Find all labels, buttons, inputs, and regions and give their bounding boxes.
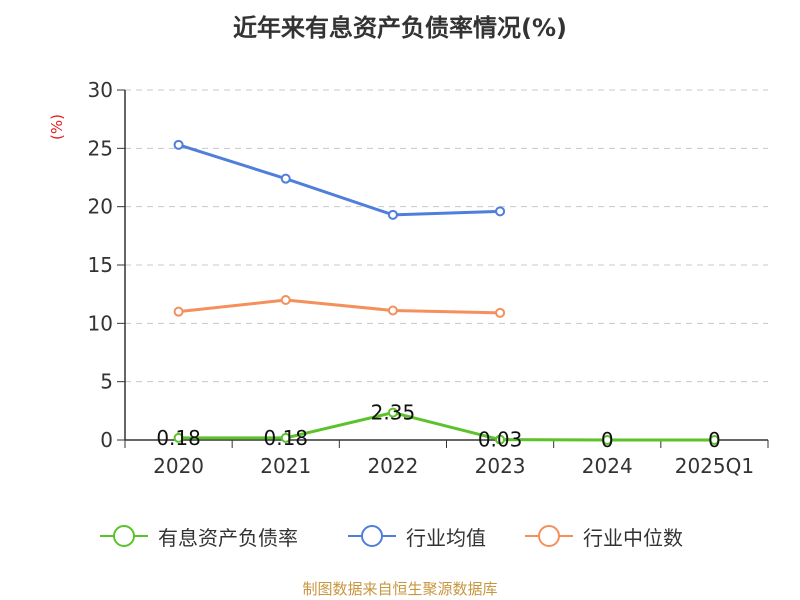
data-point <box>387 305 398 316</box>
x-tick-label: 2025Q1 <box>675 454 754 478</box>
data-point <box>709 435 720 445</box>
series-line-1 <box>178 143 501 217</box>
x-tick-label: 2020 <box>153 454 204 478</box>
data-point <box>495 206 506 217</box>
data-point <box>280 295 291 305</box>
data-point <box>387 407 398 418</box>
data-point <box>387 209 398 220</box>
data-label: 0.03 <box>478 428 523 452</box>
data-point <box>495 434 506 445</box>
y-tick-label: 25 <box>88 136 113 160</box>
data-point <box>173 306 184 317</box>
data-label: 0.18 <box>156 426 201 450</box>
data-label: 0.18 <box>263 426 308 450</box>
y-tick-label: 20 <box>88 195 113 219</box>
legend-label: 行业均值 <box>406 525 486 550</box>
series-line-0 <box>178 411 715 442</box>
series-line-2 <box>178 298 501 315</box>
y-tick-label: 0 <box>100 428 113 452</box>
data-label: 0 <box>601 428 614 452</box>
legend-marker-icon <box>348 525 396 547</box>
legend-item[interactable]: 行业中位数 <box>523 520 683 552</box>
x-tick-label: 2024 <box>582 454 633 478</box>
data-label: 0 <box>708 428 721 452</box>
legend-label: 有息资产负债率 <box>158 525 298 550</box>
y-tick-label: 15 <box>88 253 113 277</box>
x-tick-label: 2022 <box>367 454 418 478</box>
legend-item[interactable]: 有息资产负债率 <box>98 520 298 552</box>
x-tick-label: 2023 <box>475 454 526 478</box>
y-tick-label: 5 <box>100 370 113 394</box>
y-tick-label: 30 <box>88 78 113 102</box>
legend-item[interactable]: 行业均值 <box>346 520 486 552</box>
data-label: 2.35 <box>371 401 416 425</box>
data-point <box>280 173 291 184</box>
chart-legend: 有息资产负债率 行业均值 行业中位数 <box>0 520 800 552</box>
data-point <box>173 432 184 443</box>
legend-marker-icon <box>100 525 148 547</box>
source-note: 制图数据来自恒生聚源数据库 <box>302 580 498 598</box>
legend-label: 行业中位数 <box>583 525 683 550</box>
data-point <box>280 432 291 443</box>
data-point <box>602 435 613 445</box>
legend-marker-icon <box>525 525 573 547</box>
data-point <box>495 307 506 318</box>
y-tick-label: 10 <box>88 311 113 335</box>
x-tick-label: 2021 <box>260 454 311 478</box>
chart-title: 近年来有息资产负债率情况(%) <box>233 14 567 42</box>
data-point <box>173 139 184 150</box>
y-axis-label: (%) <box>48 114 66 140</box>
